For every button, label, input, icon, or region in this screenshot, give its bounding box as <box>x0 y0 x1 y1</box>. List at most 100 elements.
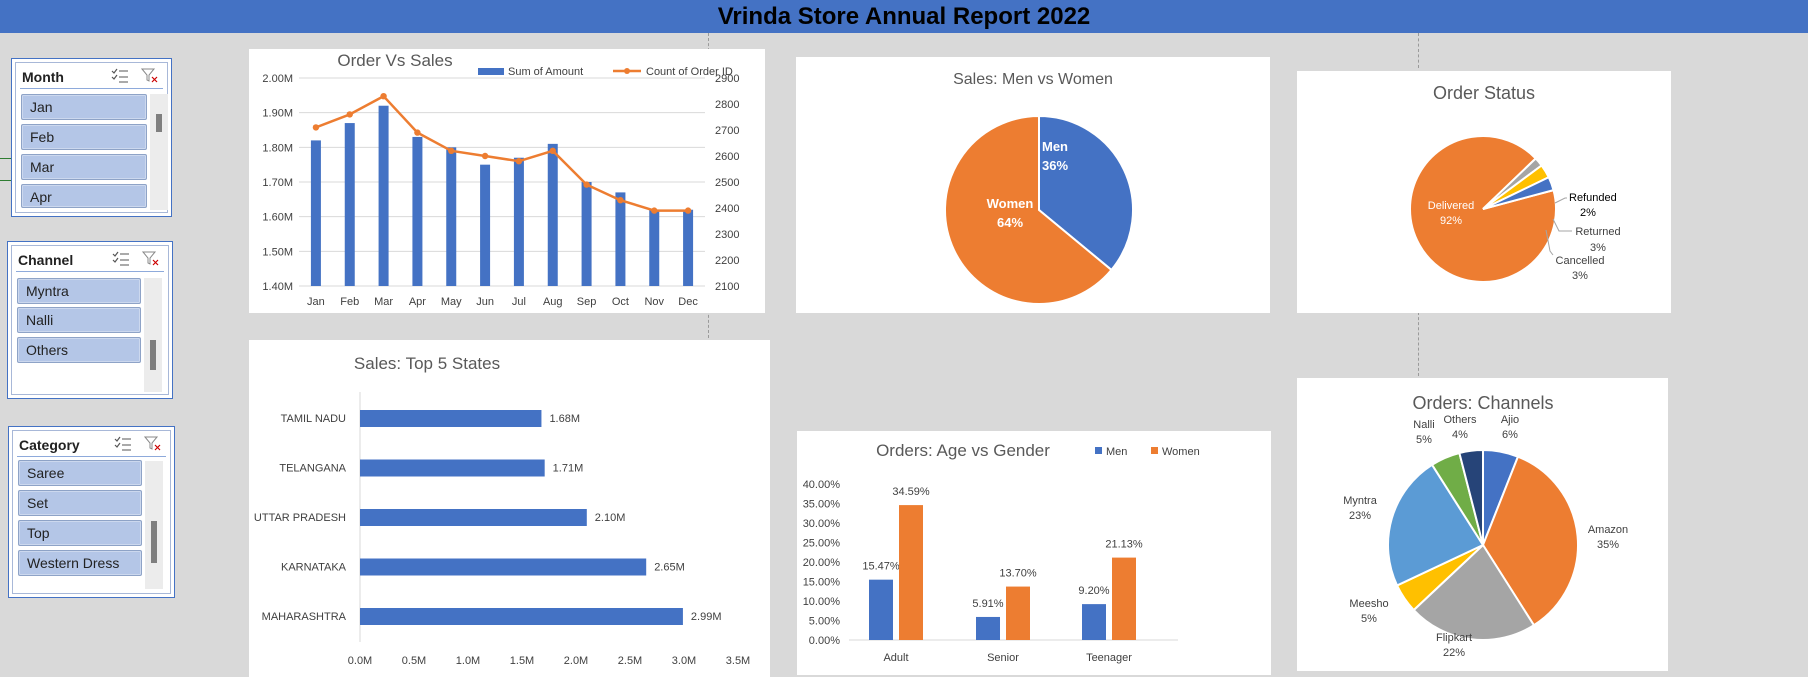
slice-label: Amazon <box>1588 524 1628 536</box>
slice-pct: 36% <box>1042 158 1068 173</box>
slicer-title: Category <box>19 437 80 453</box>
slicer-item-apr[interactable]: Apr <box>21 184 147 208</box>
x-tick-label: Senior <box>987 652 1019 664</box>
slicer-item-nalli[interactable]: Nalli <box>17 307 141 333</box>
category-slicer[interactable]: Category Saree Set Top Western Dress <box>8 426 175 598</box>
y2-tick-label: 2900 <box>715 73 739 85</box>
slicer-item-saree[interactable]: Saree <box>18 460 142 486</box>
x-tick-label: Jul <box>512 296 526 308</box>
chart-title: Orders: Age vs Gender <box>876 441 1050 460</box>
pie-slice-men <box>1038 114 1134 272</box>
bar-amount <box>581 182 592 286</box>
orders-channels-chart[interactable]: Orders: Channels Ajio 6% Amazon 35% Flipkart 2… <box>1297 378 1668 671</box>
multi-select-icon[interactable] <box>114 436 132 452</box>
bar-state <box>360 459 545 477</box>
scrollbar-thumb[interactable] <box>151 521 157 563</box>
slicer-item-myntra[interactable]: Myntra <box>17 278 141 304</box>
order-vs-sales-chart[interactable]: Order Vs Sales Sum of Amount Count of Orde… <box>249 49 765 313</box>
clear-filter-icon[interactable] <box>144 436 162 452</box>
slicer-item-set[interactable]: Set <box>18 490 142 516</box>
data-label: 21.13% <box>1105 539 1143 551</box>
sales-men-women-chart[interactable]: Sales: Men vs Women Men 36% Women 64% <box>796 57 1270 313</box>
x-tick-label: Mar <box>374 296 393 308</box>
legend-swatch-amount <box>478 68 504 75</box>
top5-states-svg: Sales: Top 5 States TAMIL NADU 1.68M TELANG… <box>254 354 750 667</box>
x-tick-label: 0.0M <box>348 655 372 667</box>
slicer-scrollbar[interactable] <box>150 94 168 210</box>
x-tick-label: Adult <box>883 652 908 664</box>
chart-title: Sales: Top 5 States <box>354 354 500 373</box>
y-tick-label: KARNATAKA <box>281 562 347 574</box>
y-tick-label: 40.00% <box>803 479 841 491</box>
y-tick-label: 35.00% <box>803 499 841 511</box>
data-label: 9.20% <box>1078 585 1109 597</box>
order-status-chart[interactable]: Order Status Delivered 92% Refunded 2% Return… <box>1297 71 1671 313</box>
x-tick-label: Jan <box>307 296 325 308</box>
slice-pct: 64% <box>997 215 1023 230</box>
slice-label: Flipkart <box>1436 632 1472 644</box>
slice-pct: 23% <box>1349 510 1371 522</box>
y-tick-label: TELANGANA <box>279 463 346 475</box>
slice-label: Men <box>1042 139 1068 154</box>
top5-states-chart[interactable]: Sales: Top 5 States TAMIL NADU 1.68M TELANG… <box>249 340 770 677</box>
x-tick-label: Aug <box>543 296 563 308</box>
slicer-item-top[interactable]: Top <box>18 520 142 546</box>
clear-filter-icon[interactable] <box>142 251 160 267</box>
line-point-order-count <box>583 181 590 188</box>
report-title: Vrinda Store Annual Report 2022 <box>717 3 1091 30</box>
slice-label: Others <box>1443 414 1477 426</box>
slice-label: Delivered <box>1428 200 1474 212</box>
slice-label: Refunded <box>1569 192 1617 204</box>
y-tick-label: 1.60M <box>262 212 293 224</box>
pie-slice-amazon <box>1481 455 1579 627</box>
slice-pct: 2% <box>1580 207 1596 219</box>
scrollbar-thumb[interactable] <box>150 340 156 370</box>
chart-title: Order Vs Sales <box>337 51 452 70</box>
y-tick-label: 20.00% <box>803 557 841 569</box>
month-slicer[interactable]: Month Jan Feb Mar Apr <box>11 58 172 217</box>
age-vs-gender-chart[interactable]: Orders: Age vs Gender Men Women 0.00% 5.00% 1… <box>797 431 1271 675</box>
y-tick-label: UTTAR PRADESH <box>254 512 346 524</box>
bar-amount <box>344 123 355 286</box>
y2-tick-label: 2600 <box>715 151 739 163</box>
line-point-order-count <box>684 207 692 214</box>
clear-filter-icon[interactable] <box>141 68 159 84</box>
bar-men <box>976 616 1000 640</box>
slicer-item-feb[interactable]: Feb <box>21 124 147 150</box>
bar-state <box>360 608 683 625</box>
pie-slice-women <box>944 114 1113 305</box>
slice-label: Returned <box>1575 226 1620 238</box>
slicer-item-mar[interactable]: Mar <box>21 154 147 180</box>
slicer-item-western-dress[interactable]: Western Dress <box>18 550 142 576</box>
legend-label: Count of Order ID <box>646 66 733 78</box>
scrollbar-thumb[interactable] <box>156 114 162 132</box>
y-tick-label: 15.00% <box>803 577 841 589</box>
slice-pct: 22% <box>1443 647 1465 659</box>
data-label: 13.70% <box>999 568 1037 580</box>
channel-slicer[interactable]: Channel Myntra Nalli Others <box>7 241 173 399</box>
slicer-item-jan[interactable]: Jan <box>21 94 147 120</box>
slicer-title: Month <box>22 69 64 85</box>
slicer-scrollbar[interactable] <box>144 278 162 392</box>
slicer-header: Category <box>17 433 166 457</box>
bar-state <box>360 558 647 576</box>
multi-select-icon[interactable] <box>111 68 129 84</box>
slicer-title: Channel <box>18 252 74 268</box>
slice-pct: 3% <box>1590 242 1606 254</box>
x-tick-label: Oct <box>612 296 629 308</box>
bar-amount <box>446 147 457 286</box>
line-point-order-count <box>617 197 624 204</box>
y2-tick-label: 2500 <box>715 177 739 189</box>
leader-line <box>1545 229 1554 256</box>
x-tick-label: Sep <box>577 296 597 308</box>
slicer-item-others[interactable]: Others <box>17 337 141 363</box>
legend-label: Men <box>1106 446 1127 458</box>
legend-swatch-women <box>1151 447 1158 454</box>
multi-select-icon[interactable] <box>112 251 130 267</box>
slice-label: Myntra <box>1343 495 1378 507</box>
bar-women <box>1112 557 1136 640</box>
data-label: 2.65M <box>654 562 685 574</box>
cell-border <box>0 158 12 159</box>
x-tick-label: 2.5M <box>618 655 642 667</box>
slicer-scrollbar[interactable] <box>145 461 163 589</box>
